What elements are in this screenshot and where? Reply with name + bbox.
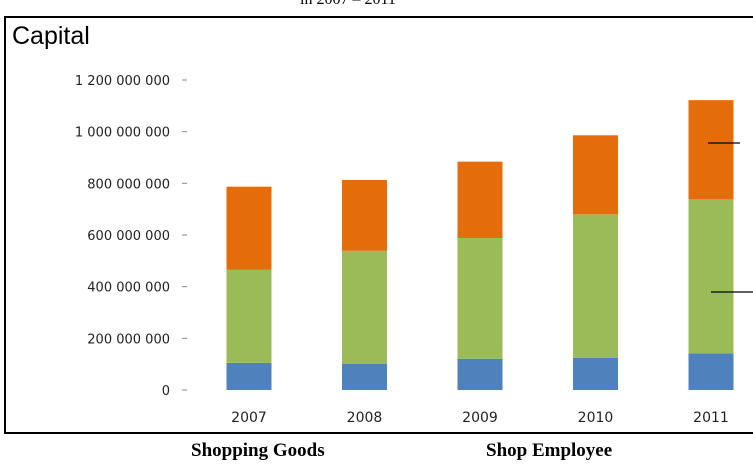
bar-segment <box>573 214 618 358</box>
x-tick-label: 2007 <box>231 410 267 426</box>
y-tick-label: 200 000 000 <box>87 332 170 347</box>
bar-segment <box>688 199 734 354</box>
label-shop-employee: Shop Employee <box>486 440 613 461</box>
bar-segment <box>226 362 272 390</box>
bar-segment <box>226 186 272 270</box>
chart-title: Capital <box>12 22 90 50</box>
bar-segment <box>457 358 503 390</box>
y-tick-label: 1 000 000 000 <box>75 126 170 141</box>
x-tick-label: 2008 <box>347 410 383 426</box>
y-tick-label: 1 200 000 000 <box>75 74 170 89</box>
y-tick-label: 0 <box>162 384 170 399</box>
bar-segment <box>688 353 734 390</box>
x-tick-label: 2009 <box>462 410 498 426</box>
bar-segment <box>342 363 387 390</box>
bar-segment <box>573 135 618 215</box>
y-tick-label: 800 000 000 <box>87 177 170 192</box>
bar-segment <box>688 100 734 200</box>
figure-caption: in 2007 – 2011 <box>300 0 396 9</box>
stacked-bar-chart: 0 200 000 000 400 000 000 600 000 000 800 00… <box>75 74 753 426</box>
label-shopping-goods: Shopping Goods <box>191 440 325 461</box>
bar-segment <box>342 179 387 251</box>
chart-frame: Capital 0 200 000 000 400 000 000 600 000 0… <box>4 16 753 434</box>
bar-segment <box>226 269 272 363</box>
x-tick-label: 2011 <box>693 410 729 426</box>
y-tick-label: 400 000 000 <box>87 281 170 296</box>
bar-segment <box>457 238 503 359</box>
bottom-labels: Shopping Goods Shop Employee <box>0 440 753 466</box>
x-tick-label: 2010 <box>578 410 614 426</box>
bar-segment <box>342 250 387 364</box>
bar-segment <box>573 357 618 390</box>
y-tick-label: 600 000 000 <box>87 229 170 244</box>
bar-segment <box>457 161 503 239</box>
